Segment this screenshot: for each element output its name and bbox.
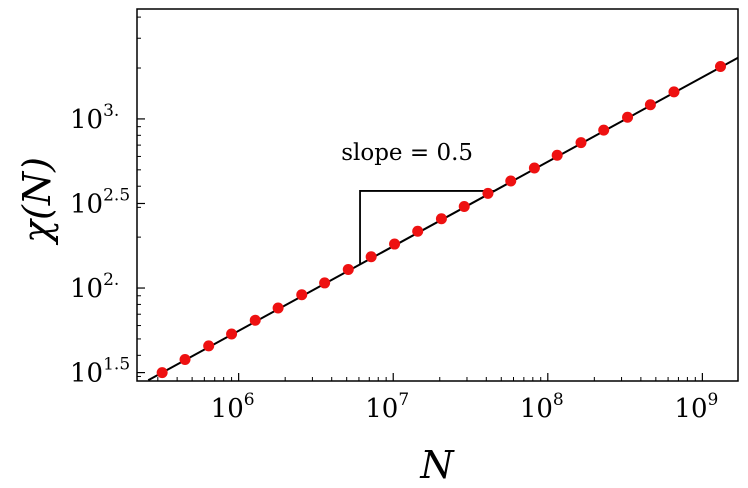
slope-label: slope = 0.5 <box>341 140 473 166</box>
data-point-18 <box>575 137 587 149</box>
data-point-13 <box>458 200 470 212</box>
data-point-22 <box>668 86 680 98</box>
data-point-9 <box>365 251 377 263</box>
x-tick-label-1: 107 <box>365 390 409 424</box>
data-point-4 <box>249 314 261 326</box>
data-point-14 <box>482 187 494 199</box>
data-point-6 <box>296 289 308 301</box>
data-point-3 <box>226 328 238 340</box>
axis-ticks: 106 107 108 109 101.5 102. 102.5 103. <box>70 16 718 424</box>
data-point-19 <box>598 124 610 136</box>
data-point-5 <box>272 302 284 314</box>
data-point-10 <box>389 238 401 250</box>
y-tick-label-2: 102.5 <box>70 185 130 219</box>
data-point-12 <box>435 213 447 225</box>
data-point-17 <box>551 149 563 161</box>
data-point-15 <box>505 175 517 187</box>
data-point-8 <box>342 263 354 275</box>
data-points <box>156 60 727 379</box>
x-tick-label-2: 108 <box>520 390 564 424</box>
data-point-2 <box>203 340 215 352</box>
x-axis-title: N <box>419 443 455 487</box>
data-point-16 <box>528 162 540 174</box>
data-point-23 <box>715 60 727 72</box>
data-point-21 <box>644 99 656 111</box>
y-tick-label-3: 103. <box>70 101 119 135</box>
data-point-20 <box>622 111 634 123</box>
data-point-7 <box>319 277 331 289</box>
x-tick-label-3: 109 <box>674 390 718 424</box>
y-tick-label-1: 102. <box>70 270 119 304</box>
data-point-11 <box>412 225 424 237</box>
y-tick-label-0: 101.5 <box>70 355 130 389</box>
slope-triangle-lines <box>359 190 495 265</box>
slope-triangle: slope = 0.5 <box>341 140 495 265</box>
x-tick-label-0: 106 <box>211 390 255 424</box>
data-point-0 <box>156 367 168 379</box>
plot-frame <box>136 8 739 382</box>
data-point-1 <box>179 353 191 365</box>
y-axis-title: χ(N) <box>15 157 59 246</box>
